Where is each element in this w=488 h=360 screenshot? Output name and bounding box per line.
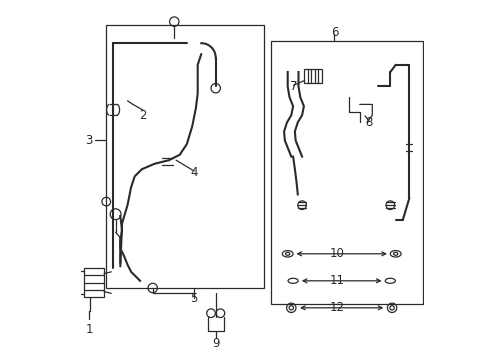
Text: 3: 3 [85, 134, 93, 147]
Text: 6: 6 [330, 26, 338, 39]
Text: 5: 5 [190, 292, 197, 305]
Bar [271, 41, 422, 304]
Bar [106, 25, 264, 288]
Text: 11: 11 [329, 274, 344, 287]
Text: 7: 7 [289, 80, 297, 93]
Text: 4: 4 [190, 166, 198, 179]
Text: 2: 2 [139, 109, 146, 122]
Text: 8: 8 [364, 116, 372, 129]
Text: 12: 12 [329, 301, 344, 314]
Text: 10: 10 [329, 247, 344, 260]
Text: 9: 9 [211, 337, 219, 350]
Bar [84, 268, 104, 297]
Text: 1: 1 [85, 323, 93, 336]
Bar [304, 69, 321, 83]
